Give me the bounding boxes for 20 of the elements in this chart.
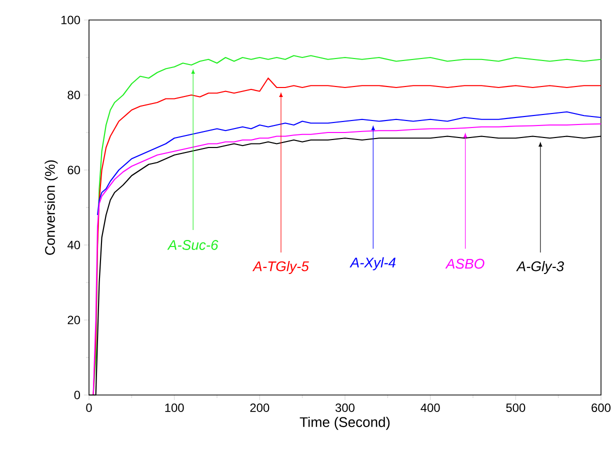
x-tick-label: 500: [506, 404, 526, 412]
y-tick-label: 100: [61, 16, 80, 24]
x-tick-label: 200: [250, 404, 270, 412]
y-axis-title: Conversion (%): [44, 160, 58, 255]
y-tick-label: 20: [68, 316, 80, 324]
text: A-Gly-3: [516, 260, 564, 274]
text: A-Xyl-4: [350, 257, 396, 270]
x-axis-title: Time (Second): [300, 416, 390, 430]
text: ASBO: [445, 258, 484, 269]
text: A-Suc-6: [167, 240, 218, 250]
x-tick-label: 100: [165, 404, 184, 412]
x-tick-label: 400: [420, 404, 440, 412]
y-tick-label: 40: [67, 240, 80, 250]
x-tick-label: 300: [335, 404, 355, 412]
x-tick-label: 600: [592, 404, 611, 412]
y-tick-label: 80: [68, 90, 80, 100]
text: A-TGly-5: [252, 260, 309, 274]
y-tick-label: 60: [68, 166, 80, 174]
x-tick-label: 0: [86, 404, 92, 412]
y-tick-label: 0: [74, 390, 80, 400]
